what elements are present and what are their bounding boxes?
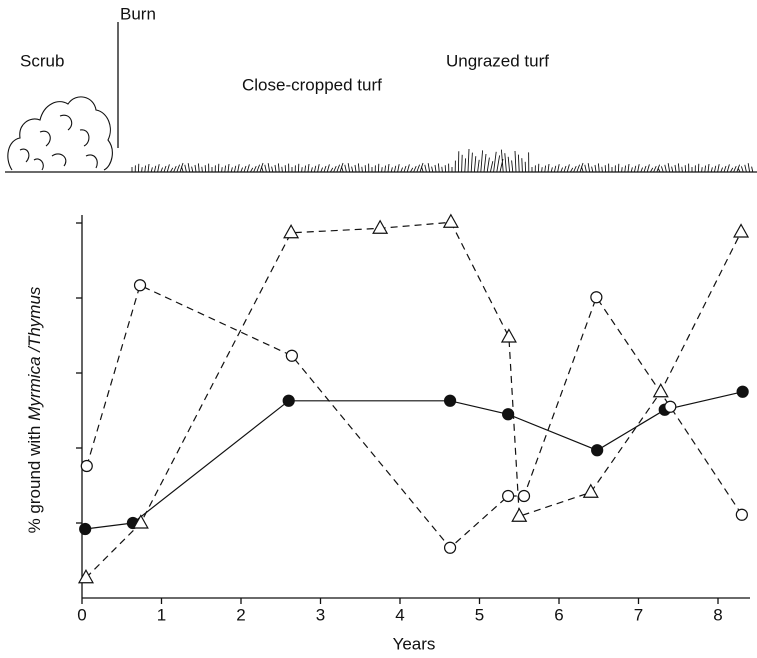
series-line (86, 222, 741, 578)
marker (665, 401, 676, 412)
marker (502, 330, 516, 343)
chart: Scrub Burn Close-cropped turf Ungrazed t… (0, 0, 757, 658)
scrub-bush (8, 97, 113, 170)
marker (503, 491, 514, 502)
turf (132, 149, 753, 172)
y-label-part: % ground with (25, 426, 44, 534)
series-line (87, 285, 742, 548)
illustration-label: Burn (120, 4, 156, 23)
marker (373, 221, 387, 234)
habitat-illustration: Scrub Burn Close-cropped turf Ungrazed t… (5, 4, 757, 172)
x-tick-label: 5 (475, 605, 484, 624)
marker (79, 570, 93, 583)
x-tick-label: 6 (554, 605, 563, 624)
marker (503, 409, 514, 420)
x-tick-label: 4 (395, 605, 404, 624)
marker (737, 386, 748, 397)
y-label-part: Myrmica /Thymus (25, 286, 44, 421)
series-line (85, 392, 742, 529)
marker (734, 225, 748, 238)
y-axis-label: % ground with Myrmica /Thymus (25, 286, 44, 533)
x-axis-label: Years (393, 634, 436, 653)
x-tick-label: 1 (157, 605, 166, 624)
marker (444, 215, 458, 228)
marker (81, 461, 92, 472)
marker (135, 280, 146, 291)
marker (284, 225, 298, 238)
marker (445, 542, 456, 553)
x-tick-label: 0 (77, 605, 86, 624)
illustration-label: Ungrazed turf (446, 51, 549, 70)
marker (584, 485, 598, 498)
marker (592, 445, 603, 456)
x-tick-label: 8 (713, 605, 722, 624)
marker (591, 292, 602, 303)
marker (80, 524, 91, 535)
marker (654, 384, 668, 397)
grass-blades (132, 149, 753, 172)
illustration-label: Scrub (20, 51, 64, 70)
marker (286, 350, 297, 361)
marker (736, 509, 747, 520)
x-tick-label: 2 (236, 605, 245, 624)
marker (283, 395, 294, 406)
illustration-label: Close-cropped turf (242, 75, 382, 94)
x-tick-label: 3 (316, 605, 325, 624)
marker (519, 491, 530, 502)
x-tick-label: 7 (634, 605, 643, 624)
marker (445, 395, 456, 406)
